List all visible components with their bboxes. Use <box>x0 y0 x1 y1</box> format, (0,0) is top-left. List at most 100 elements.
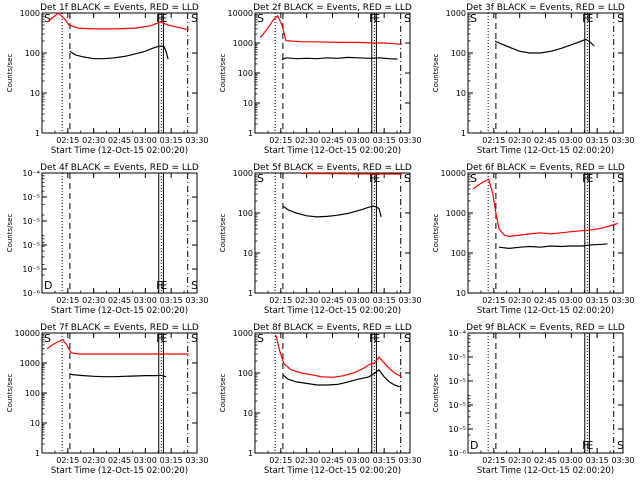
marker-letter: D <box>470 439 478 452</box>
x-axis-label: Start Time (12-Oct-15 02:00:20) <box>264 466 401 476</box>
plot-frame <box>254 332 411 454</box>
marker-letter: E <box>160 279 167 292</box>
y-axis-label: Counts/sec <box>432 54 440 93</box>
marker-letter: F <box>369 12 375 25</box>
marker-letter: F <box>582 439 588 452</box>
x-axis-label: Start Time (12-Oct-15 02:00:20) <box>264 146 401 156</box>
marker-letter: F <box>369 332 375 345</box>
marker-letter: F <box>156 279 162 292</box>
y-axis-label: Counts/sec <box>432 374 440 413</box>
marker-letter: S <box>191 12 198 25</box>
x-tick-label: 02:15 <box>56 456 79 465</box>
x-tick-label: 03:30 <box>611 456 634 465</box>
x-tick-label: 03:15 <box>160 136 183 145</box>
events-series-line <box>498 243 608 250</box>
x-tick-label: 02:30 <box>508 456 531 465</box>
events-series-line <box>69 45 169 60</box>
y-tick-label: 10 <box>243 409 253 418</box>
y-tick-label: 1000 <box>20 359 40 368</box>
events-series-line <box>281 56 398 61</box>
x-tick-label: 02:30 <box>295 136 318 145</box>
plot-frame <box>41 12 198 134</box>
x-tick-label: 02:30 <box>508 136 531 145</box>
y-tick-label: 10⁻⁶ <box>22 289 40 298</box>
y-tick-label: 1000 <box>446 9 466 18</box>
x-tick-label: 03:15 <box>586 456 609 465</box>
y-tick-label: 1000 <box>233 329 253 338</box>
panel-title: Det 4f BLACK = Events, RED = LLD <box>40 163 199 173</box>
y-tick-label: 1000 <box>20 9 40 18</box>
y-tick-label: 10000 <box>228 9 253 18</box>
x-tick-label: 02:45 <box>108 136 131 145</box>
marker-letter: S <box>617 439 624 452</box>
x-tick-label: 03:00 <box>134 456 157 465</box>
x-axis-label: Start Time (12-Oct-15 02:00:20) <box>51 146 188 156</box>
x-tick-label: 02:15 <box>269 296 292 305</box>
y-tick-label: 10 <box>456 89 466 98</box>
x-tick-label: 03:00 <box>560 136 583 145</box>
y-tick-label: 1 <box>248 129 253 138</box>
x-tick-label: 02:15 <box>269 136 292 145</box>
y-tick-label: 10 <box>456 289 466 298</box>
x-axis-label: Start Time (12-Oct-15 02:00:20) <box>477 466 614 476</box>
marker-letter: F <box>582 172 588 185</box>
y-tick-label: 1000 <box>233 39 253 48</box>
marker-letter: S <box>617 12 624 25</box>
marker-letter: S <box>404 12 411 25</box>
y-tick-label: 10⁻⁵ <box>448 425 466 434</box>
marker-letter: E <box>586 172 593 185</box>
x-tick-label: 02:45 <box>321 136 344 145</box>
lld-series-line <box>472 178 618 238</box>
x-tick-label: 02:45 <box>321 456 344 465</box>
x-axis-label: Start Time (12-Oct-15 02:00:20) <box>477 306 614 316</box>
x-tick-label: 02:30 <box>295 456 318 465</box>
y-tick-label: 100 <box>451 249 466 258</box>
marker-letter: F <box>156 12 162 25</box>
y-tick-label: 1000 <box>446 209 466 218</box>
y-tick-label: 1 <box>461 129 466 138</box>
events-series-line <box>494 38 595 54</box>
x-tick-label: 03:15 <box>586 136 609 145</box>
x-tick-label: 03:15 <box>586 296 609 305</box>
x-tick-label: 02:15 <box>56 136 79 145</box>
y-tick-label: 100 <box>25 49 40 58</box>
x-tick-label: 02:45 <box>108 296 131 305</box>
marker-letter: E <box>373 332 380 345</box>
marker-letter: S <box>470 12 477 25</box>
y-tick-label: 100 <box>238 69 253 78</box>
marker-letter: S <box>617 172 624 185</box>
y-tick-label: 10 <box>243 99 253 108</box>
x-tick-label: 03:30 <box>611 136 634 145</box>
x-tick-label: 03:15 <box>160 456 183 465</box>
panel-title: Det 2f BLACK = Events, RED = LLD <box>253 3 412 13</box>
y-tick-label: 10 <box>30 419 40 428</box>
x-axis-label: Start Time (12-Oct-15 02:00:20) <box>264 306 401 316</box>
marker-letter: S <box>257 172 264 185</box>
x-tick-label: 02:45 <box>108 456 131 465</box>
y-tick-label: 100 <box>238 369 253 378</box>
panel-title: Det 1f BLACK = Events, RED = LLD <box>40 3 199 13</box>
x-axis-label: Start Time (12-Oct-15 02:00:20) <box>477 146 614 156</box>
y-tick-label: 100 <box>451 49 466 58</box>
lld-series-line <box>301 172 402 175</box>
x-tick-label: 03:30 <box>185 296 208 305</box>
events-series-line <box>282 368 400 388</box>
x-tick-label: 02:30 <box>508 296 531 305</box>
lld-series-line <box>46 338 189 355</box>
plot-frame <box>41 172 198 294</box>
events-series-line <box>69 373 167 378</box>
marker-letter: E <box>373 12 380 25</box>
lld-series-line <box>46 12 189 31</box>
lld-series-line <box>259 14 402 45</box>
y-tick-label: 10⁻⁴ <box>448 329 466 338</box>
x-tick-label: 02:45 <box>534 296 557 305</box>
x-tick-label: 03:15 <box>160 296 183 305</box>
marker-letter: S <box>191 332 198 345</box>
x-tick-label: 02:15 <box>56 296 79 305</box>
x-tick-label: 02:30 <box>82 136 105 145</box>
